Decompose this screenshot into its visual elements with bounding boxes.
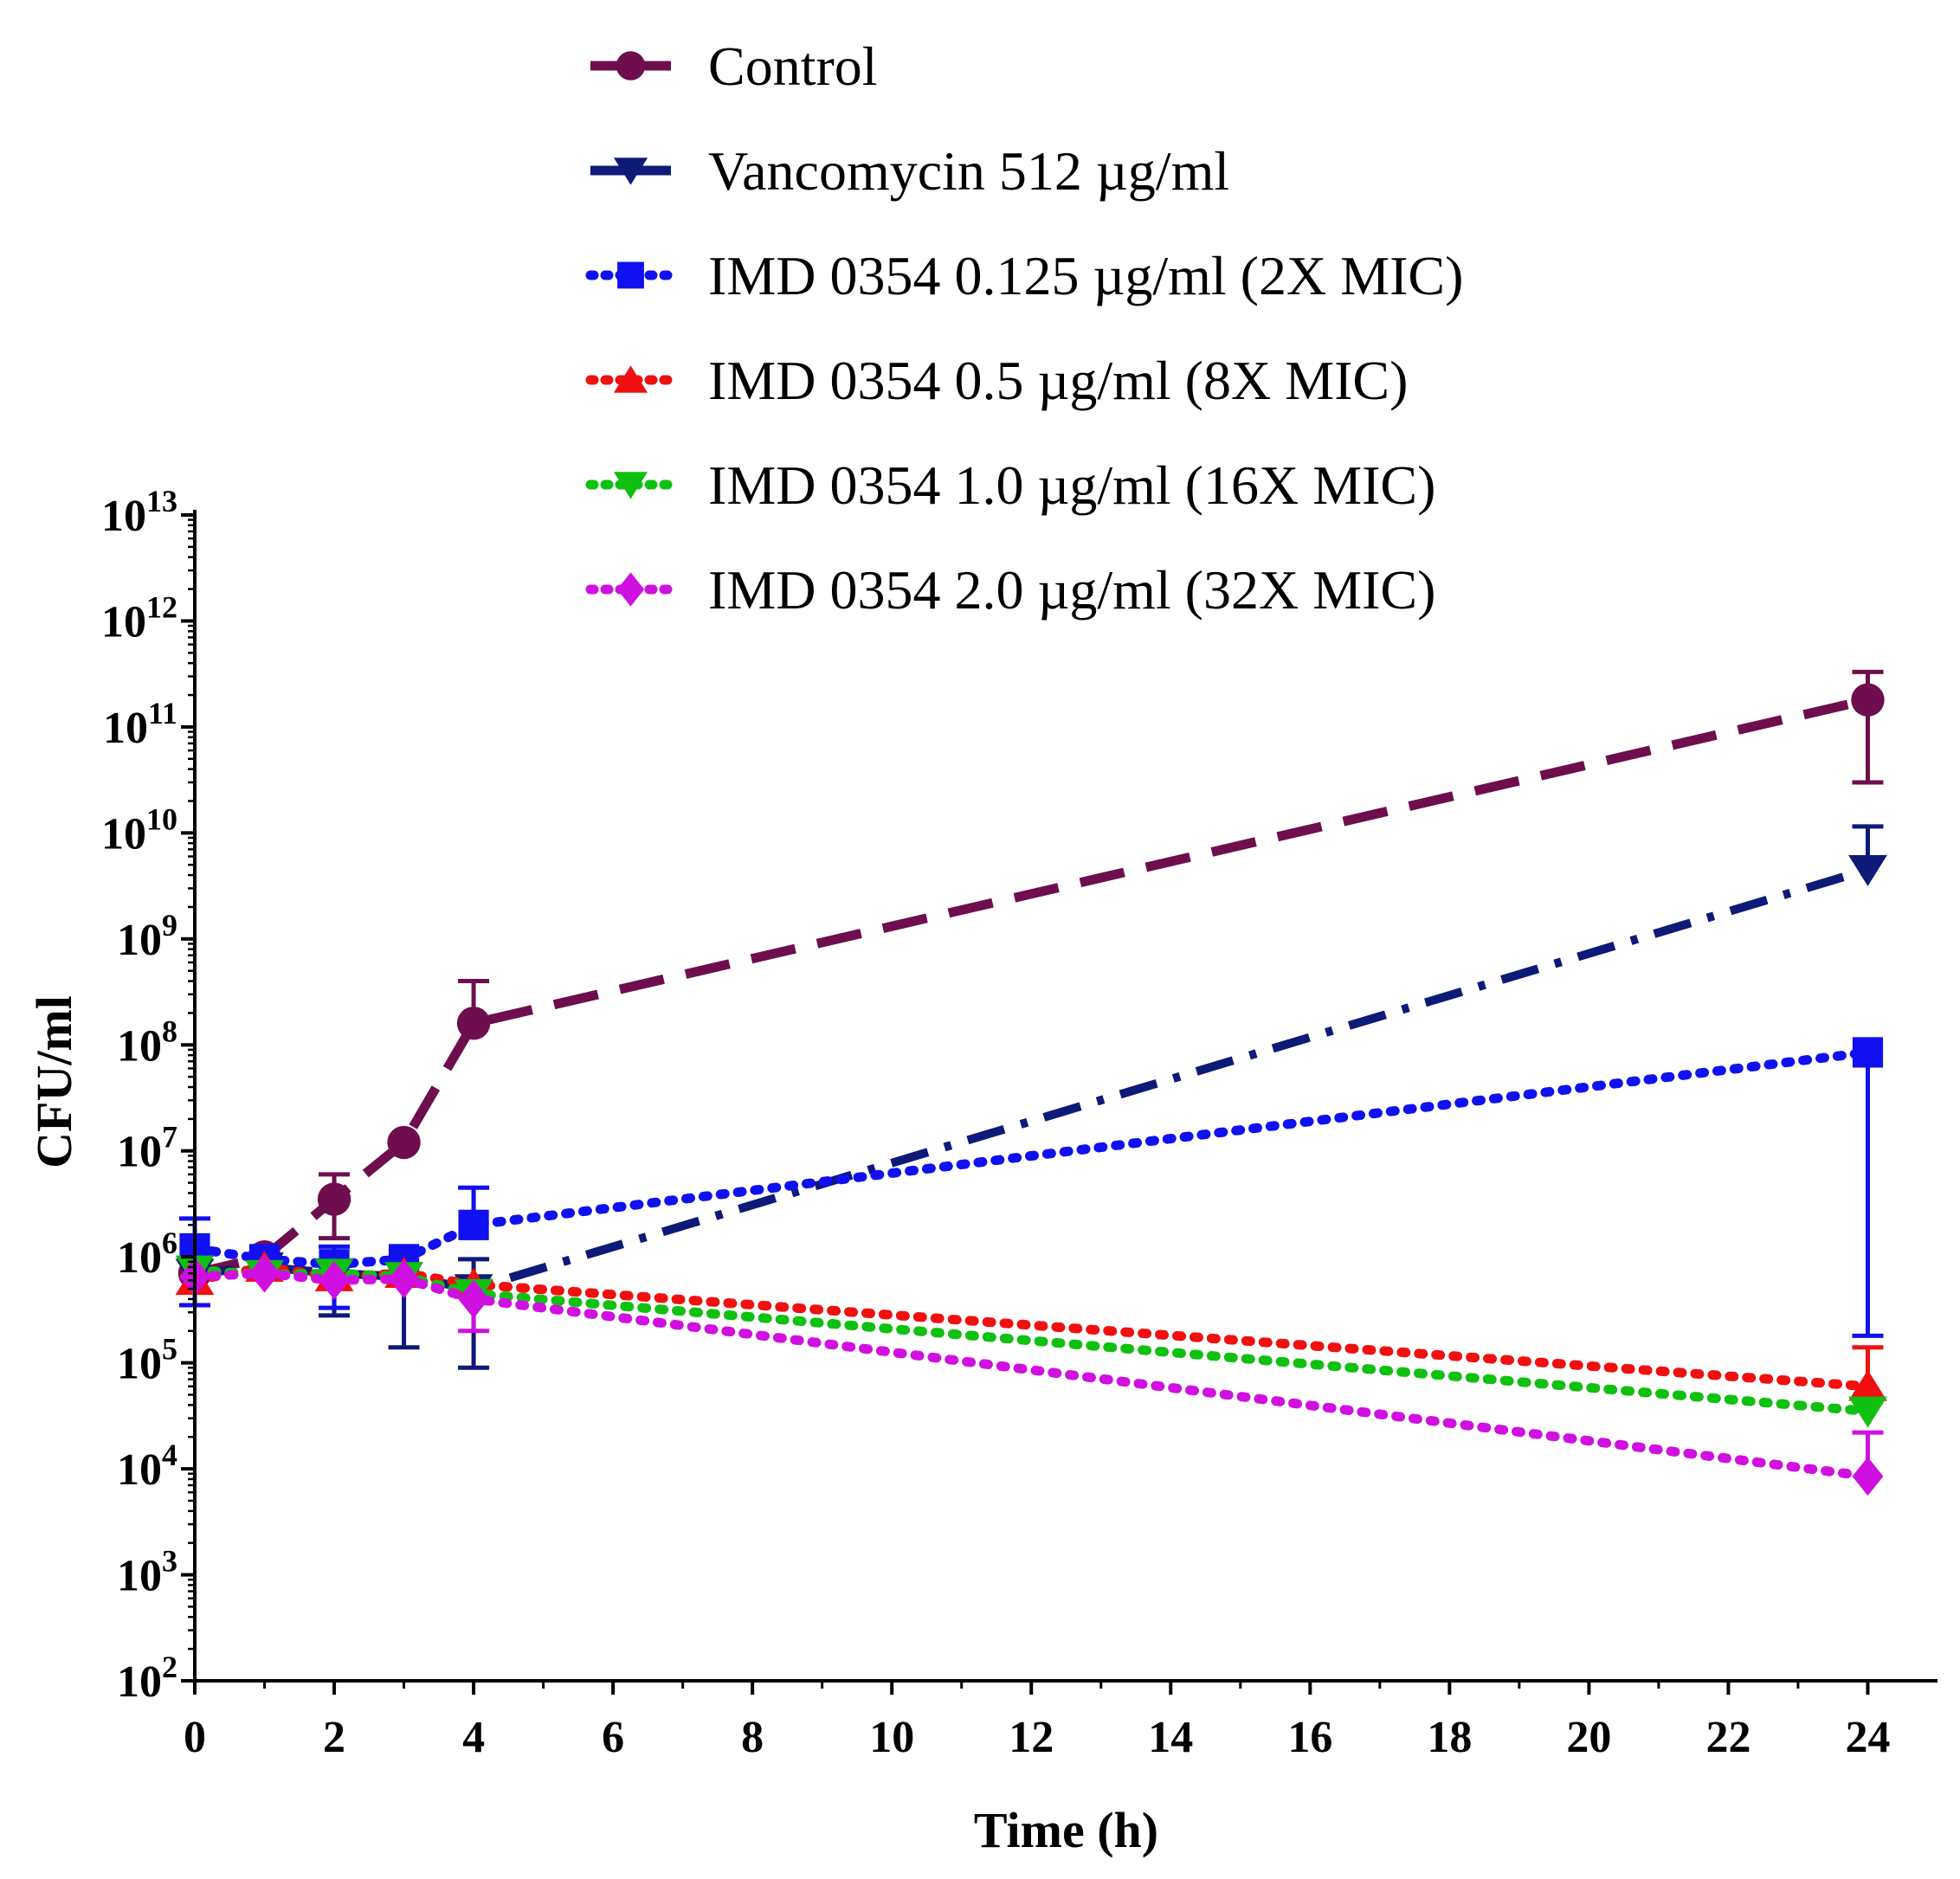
data-point: [317, 1182, 351, 1216]
y-tick-exponent: 5: [162, 1332, 177, 1367]
x-tick-label: 24: [1845, 1713, 1890, 1762]
x-tick-label: 22: [1705, 1713, 1750, 1762]
y-tick-exponent: 11: [148, 696, 177, 730]
series: [175, 1251, 1887, 1401]
y-tick-label: 106: [117, 1226, 177, 1283]
x-tick-label: 2: [323, 1713, 345, 1762]
data-point: [1852, 1037, 1884, 1068]
y-tick-base: 10: [117, 1445, 162, 1495]
y-tick-label: 1010: [101, 801, 177, 859]
x-tick-label: 18: [1427, 1713, 1472, 1762]
legend-item: IMD 0354 2.0 µg/ml (32X MIC): [585, 559, 1435, 621]
x-tick-label: 12: [1009, 1713, 1054, 1762]
series: [177, 669, 1885, 1290]
x-tick-label: 16: [1287, 1713, 1332, 1762]
legend-marker: [613, 365, 648, 393]
legend-marker: [617, 261, 644, 289]
y-tick-base: 10: [101, 597, 146, 647]
y-tick-label: 107: [117, 1120, 177, 1177]
y-tick-base: 10: [117, 1552, 162, 1601]
y-axis-label: CFU/ml: [26, 995, 82, 1168]
y-tick-base: 10: [117, 1233, 162, 1283]
series-line: [193, 695, 1869, 1278]
y-tick-label: 108: [117, 1014, 177, 1071]
axes-layer: 0 2 4 6 8 10 12 14 16 18 20 22 241021031041051061071…: [101, 484, 1937, 1762]
data-point: [387, 1125, 421, 1160]
series-line: [190, 1268, 1873, 1482]
legend-item: IMD 0354 0.5 µg/ml (8X MIC): [585, 350, 1408, 411]
x-axis-label: Time (h): [974, 1802, 1158, 1858]
x-tick-label: 20: [1566, 1713, 1611, 1762]
y-tick-exponent: 3: [162, 1544, 177, 1579]
y-tick-label: 105: [117, 1332, 177, 1389]
y-tick-base: 10: [117, 1657, 162, 1707]
y-tick-exponent: 8: [162, 1014, 177, 1048]
legend-marker: [616, 572, 645, 607]
legend-label: Vancomycin 512 µg/ml: [708, 140, 1229, 202]
legend-label: IMD 0354 0.5 µg/ml (8X MIC): [708, 350, 1408, 411]
y-tick-base: 10: [103, 704, 148, 753]
x-tick-label: 4: [462, 1713, 485, 1762]
legend-item: IMD 0354 1.0 µg/ml (16X MIC): [585, 454, 1435, 516]
y-tick-exponent: 6: [162, 1226, 177, 1260]
plot-area: 0 2 4 6 8 10 12 14 16 18 20 22 241021031041051061071…: [101, 484, 1937, 1762]
data-point: [388, 1259, 420, 1299]
series: [179, 1037, 1884, 1338]
y-tick-label: 102: [117, 1650, 177, 1707]
data-point: [1851, 683, 1885, 717]
legend-marker: [613, 472, 648, 499]
y-tick-label: 103: [117, 1544, 177, 1601]
series-layer: [175, 669, 1887, 1496]
x-tick-label: 0: [184, 1713, 206, 1762]
y-tick-base: 10: [117, 1021, 162, 1071]
legend-item: Vancomycin 512 µg/ml: [590, 140, 1229, 202]
y-tick-exponent: 13: [146, 484, 177, 518]
legend-label: Control: [708, 35, 878, 97]
legend-label: IMD 0354 0.125 µg/ml (2X MIC): [708, 245, 1463, 306]
y-tick-label: 1011: [103, 696, 177, 753]
y-tick-exponent: 12: [146, 589, 177, 624]
y-tick-exponent: 7: [162, 1120, 177, 1155]
y-tick-label: 109: [117, 908, 177, 965]
y-tick-base: 10: [117, 1128, 162, 1177]
data-point: [1848, 855, 1887, 886]
data-point: [456, 1007, 491, 1040]
data-point: [248, 1253, 280, 1293]
series-line: [190, 1047, 1873, 1270]
legend-label: IMD 0354 2.0 µg/ml (32X MIC): [708, 559, 1435, 621]
data-point: [458, 1209, 489, 1240]
y-tick-label: 1012: [101, 589, 177, 647]
legend-item: Control: [590, 35, 878, 97]
y-tick-exponent: 10: [146, 801, 177, 836]
y-tick-exponent: 2: [162, 1650, 177, 1684]
legend-marker: [613, 158, 648, 185]
series: [179, 1253, 1884, 1496]
y-tick-base: 10: [117, 1340, 162, 1389]
y-tick-base: 10: [101, 492, 146, 541]
y-tick-label: 1013: [101, 484, 177, 541]
y-tick-exponent: 4: [162, 1438, 177, 1472]
legend: Control Vancomycin 512 µg/ml IMD 0354 0.12…: [585, 35, 1463, 621]
data-point: [458, 1279, 489, 1319]
x-tick-label: 14: [1148, 1713, 1193, 1762]
x-tick-label: 10: [869, 1713, 914, 1762]
y-tick-base: 10: [117, 916, 162, 965]
y-tick-exponent: 9: [162, 908, 177, 943]
legend-item: IMD 0354 0.125 µg/ml (2X MIC): [585, 245, 1463, 306]
y-tick-label: 104: [117, 1438, 177, 1495]
data-point: [1848, 1396, 1887, 1428]
data-point: [1852, 1457, 1884, 1496]
x-tick-label: 8: [741, 1713, 764, 1762]
series-line: [190, 1265, 1873, 1416]
legend-marker: [616, 51, 646, 80]
data-point: [319, 1260, 350, 1300]
data-point: [1848, 1369, 1887, 1401]
x-tick-label: 6: [602, 1713, 624, 1762]
y-tick-base: 10: [101, 809, 146, 859]
legend-label: IMD 0354 1.0 µg/ml (16X MIC): [708, 454, 1435, 516]
